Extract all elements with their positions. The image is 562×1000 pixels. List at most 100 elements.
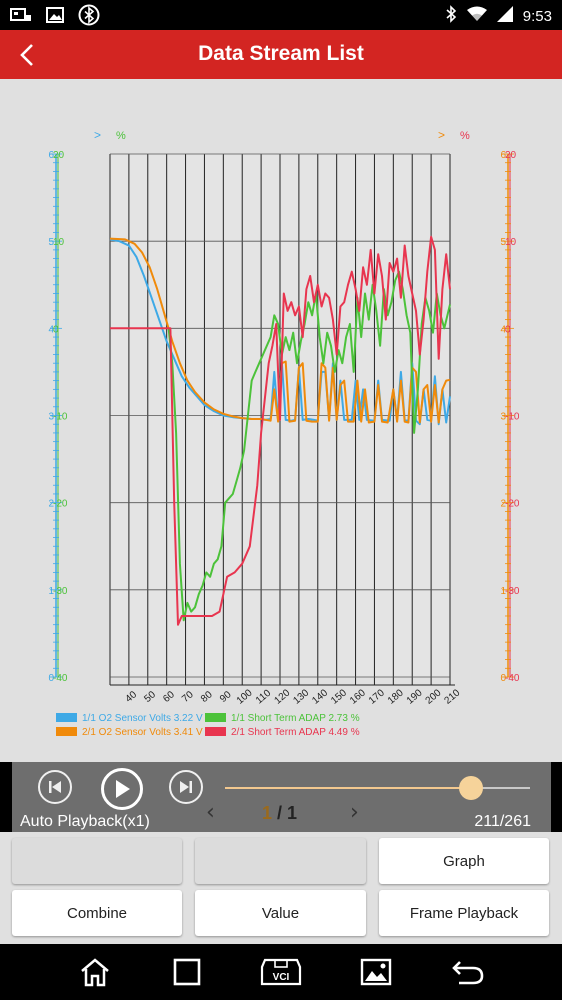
back-icon (452, 961, 484, 985)
x-tick-label: 190 (405, 687, 425, 706)
image-icon (44, 4, 66, 26)
playback-slider[interactable] (225, 776, 530, 800)
page-title: Data Stream List (198, 42, 364, 65)
left-tick-label-percent: -20 (53, 499, 68, 510)
skip-next-icon (180, 781, 192, 793)
right-tick-label-percent: -40 (505, 673, 520, 684)
x-tick-label: 100 (235, 687, 255, 706)
page-total: 1 (287, 803, 298, 823)
legend-swatch (56, 727, 77, 736)
left-tick-label-percent: -10 (53, 412, 68, 423)
vci-button[interactable]: VCI (259, 956, 303, 988)
bluetooth-circle-icon (78, 4, 100, 26)
cellular-icon (496, 6, 513, 27)
right-tick-label-percent: -20 (505, 499, 520, 510)
frame-counter: 211/261 (474, 813, 531, 830)
legend-swatch (205, 713, 226, 722)
wifi-icon (466, 6, 487, 27)
status-right-icons: 9:53 (445, 5, 552, 28)
x-tick-label: 90 (218, 689, 234, 705)
bluetooth-icon (445, 5, 457, 28)
x-tick-label: 60 (161, 689, 177, 705)
status-left-icons (10, 4, 100, 26)
screenshot-button[interactable] (358, 956, 394, 988)
button-grid: Graph Combine Value Frame Playback (0, 832, 562, 944)
page-next-button[interactable]: › (350, 800, 359, 825)
right-tick-label-percent: 0 (505, 324, 511, 335)
right-tick-label-percent: -30 (505, 586, 520, 597)
back-button[interactable] (10, 38, 44, 72)
play-icon (116, 780, 130, 798)
page-current: 1 (262, 803, 273, 823)
home-icon (81, 958, 109, 987)
left-tick-label-volts: 6 (48, 150, 54, 161)
recent-apps-icon (173, 958, 201, 986)
right-axis-marker-volts: > (438, 128, 445, 142)
home-button[interactable] (77, 956, 113, 988)
clock: 9:53 (522, 8, 552, 25)
x-tick-label: 50 (142, 689, 158, 705)
legend-label: 2/1 Short Term ADAP 4.49 % (231, 727, 360, 738)
skip-previous-button[interactable] (38, 770, 72, 804)
vci-icon: VCI (260, 958, 302, 986)
vci-label: VCI (273, 972, 290, 983)
left-tick-label-percent: -40 (53, 673, 68, 684)
x-tick-label: 80 (199, 689, 215, 705)
right-tick-label-volts: 2 (500, 499, 506, 510)
data-stream-chart: 40 50 60 70 80 90 100 110 120 130 140 150 160 170 180 1… (48, 128, 520, 738)
legend-label: 1/1 Short Term ADAP 2.73 % (231, 713, 360, 724)
left-tick-label-volts: 4 (48, 324, 54, 335)
combine-button[interactable]: Combine (12, 890, 182, 936)
series-line-2 (109, 237, 451, 424)
x-tick-label: 70 (180, 689, 196, 705)
right-tick-label-volts: 5 (500, 237, 506, 248)
chevron-left-icon (20, 44, 33, 66)
page-number: 1 / 1 (262, 803, 297, 824)
x-tick-label: 110 (254, 687, 274, 706)
legend-swatch (205, 727, 226, 736)
playback-progress (225, 787, 472, 789)
x-tick-label: 170 (367, 687, 387, 706)
left-tick-label-volts: 1 (48, 586, 54, 597)
frame-playback-button[interactable]: Frame Playback (379, 890, 549, 936)
x-tick-label: 120 (272, 687, 292, 706)
chart-area: 40 50 60 70 80 90 100 110 120 130 140 150 160 170 180 1… (0, 79, 562, 762)
page-prev-button[interactable]: ‹ (206, 800, 215, 825)
x-tick-label: 140 (310, 687, 330, 706)
play-button[interactable] (101, 768, 143, 810)
left-axis-marker-volts: > (94, 128, 101, 142)
right-tick-label-percent: -10 (505, 412, 520, 423)
left-tick-label-volts: 5 (48, 237, 54, 248)
right-tick-label-volts: 3 (500, 412, 506, 423)
status-bar: 9:53 (0, 0, 562, 30)
right-tick-label-volts: 0 (500, 673, 506, 684)
left-tick-label-volts: 0 (48, 673, 54, 684)
x-tick-label: 180 (386, 687, 406, 706)
left-axis-marker-percent: % (116, 130, 126, 142)
blank-button-2[interactable] (195, 838, 366, 884)
x-tick-label: 210 (442, 687, 462, 706)
left-tick-label-volts: 3 (48, 412, 54, 423)
right-tick-label-volts: 4 (500, 324, 506, 335)
legend-swatch (56, 713, 77, 722)
playback-slider-handle[interactable] (459, 776, 484, 800)
x-tick-label: 40 (123, 689, 139, 705)
playback-bar: ‹ 1 / 1 › Auto Playback(x1) 211/261 (12, 762, 551, 832)
screenshot-icon (360, 958, 392, 986)
series-line-4 (110, 235, 451, 626)
skip-next-button[interactable] (169, 770, 203, 804)
back-nav-button[interactable] (450, 956, 486, 988)
right-tick-label-percent: 20 (505, 150, 517, 161)
blank-button-1[interactable] (12, 838, 182, 884)
legend-label: 1/1 O2 Sensor Volts 3.22 V (82, 713, 203, 724)
x-tick-label: 150 (329, 687, 349, 706)
right-tick-label-volts: 6 (500, 150, 506, 161)
graph-button[interactable]: Graph (379, 838, 549, 884)
legend-label: 2/1 O2 Sensor Volts 3.41 V (82, 727, 203, 738)
page-separator: / (272, 803, 288, 823)
left-tick-label-percent: 0 (53, 324, 59, 335)
title-bar: Data Stream List (0, 30, 562, 79)
playback-mode-label: Auto Playback(x1) (20, 813, 150, 830)
value-button[interactable]: Value (195, 890, 366, 936)
recent-apps-button[interactable] (169, 956, 205, 988)
